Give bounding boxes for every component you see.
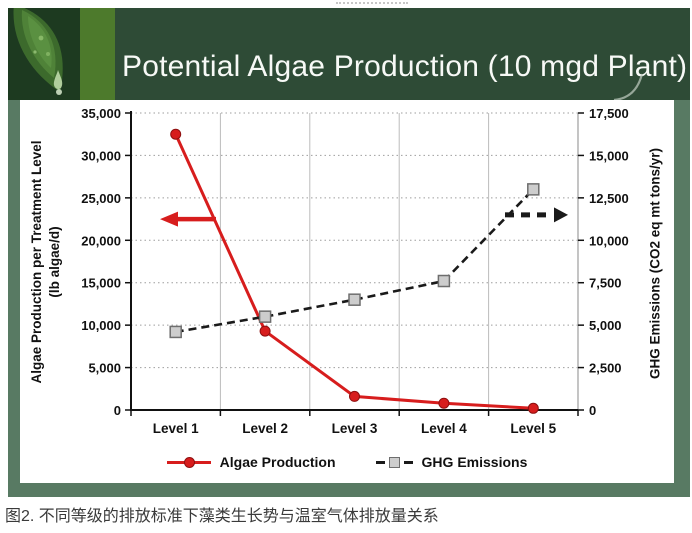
left-axis-title-line1: Algae Production per Treatment Level (29, 140, 44, 384)
data-point-circle (170, 128, 182, 140)
right-arrow-icon (554, 207, 568, 223)
data-point-circle (438, 397, 450, 409)
x-category-label: Level 2 (242, 421, 288, 436)
series-line-algae-production (174, 133, 534, 410)
chart-legend: Algae Production GHG Emissions (20, 454, 674, 470)
left-tick-label: 5,000 (88, 361, 121, 376)
legend-item-algae-production: Algae Production (166, 454, 336, 470)
data-point-square (169, 325, 182, 339)
left-arrow-icon (160, 211, 178, 227)
left-tick-label: 30,000 (81, 148, 121, 163)
cropped-top-fragment (336, 2, 408, 9)
left-tick-label: 10,000 (81, 318, 121, 333)
x-category-label: Level 3 (332, 421, 378, 436)
right-tick-label: 12,500 (589, 191, 629, 206)
data-point-circle (349, 390, 360, 402)
right-tick-label: 2,500 (589, 361, 622, 376)
slide-image: Potential Algae Production (10 mgd Plant… (8, 8, 690, 497)
left-axis-title-line2: (lb algae/d) (46, 226, 62, 298)
data-point-square (437, 274, 451, 288)
x-category-label: Level 1 (153, 421, 199, 436)
right-tick-label: 15,000 (589, 148, 629, 163)
figure-caption: 图2. 不同等级的排放标准下藻类生长势与温室气体排放量关系 (5, 508, 439, 525)
data-point-circle (527, 402, 539, 414)
right-axis-title: GHG Emissions (CO2 eq mt tons/yr) (647, 147, 663, 380)
data-point-circle (259, 325, 271, 337)
right-tick-label: 0 (589, 403, 596, 418)
legend-dash-icon (375, 460, 385, 464)
legend-marker-ghg-emissions (375, 456, 413, 468)
left-tick-label: 0 (114, 403, 121, 418)
legend-label-ghg-emissions: GHG Emissions (421, 454, 528, 470)
legend-marker-algae-production (166, 456, 211, 468)
legend-dash-icon (403, 460, 413, 464)
left-axis-title: Algae Production per Treatment Level (lb… (28, 102, 66, 422)
legend-square-icon (388, 456, 400, 468)
x-category-label: Level 4 (421, 421, 467, 436)
left-tick-label: 20,000 (81, 233, 121, 248)
left-tick-label: 35,000 (81, 106, 121, 121)
line-chart: 0 5,000 10,000 15,000 20,000 25,000 30,000 35,0… (81, 106, 629, 436)
x-category-label: Level 5 (510, 421, 556, 436)
decorative-arc (613, 73, 644, 100)
legend-label-algae-production: Algae Production (219, 454, 336, 470)
right-tick-label: 7,500 (589, 276, 622, 291)
right-tick-label: 5,000 (589, 318, 622, 333)
chart-panel: 0 5,000 10,000 15,000 20,000 25,000 30,000 35,0… (20, 100, 674, 483)
legend-dot-icon (183, 456, 195, 468)
data-point-square (348, 293, 361, 306)
leaf-photo (8, 8, 115, 100)
slide-header: Potential Algae Production (10 mgd Plant… (8, 8, 690, 100)
series-line-ghg-emissions (175, 188, 535, 334)
left-tick-label: 15,000 (81, 276, 121, 291)
data-point-square (527, 183, 540, 196)
slide-title: Potential Algae Production (10 mgd Plant… (122, 50, 688, 83)
data-point-square (258, 310, 272, 323)
left-tick-label: 25,000 (81, 191, 121, 206)
legend-item-ghg-emissions: GHG Emissions (375, 454, 528, 470)
right-tick-label: 17,500 (589, 106, 629, 121)
right-tick-label: 10,000 (589, 233, 629, 248)
